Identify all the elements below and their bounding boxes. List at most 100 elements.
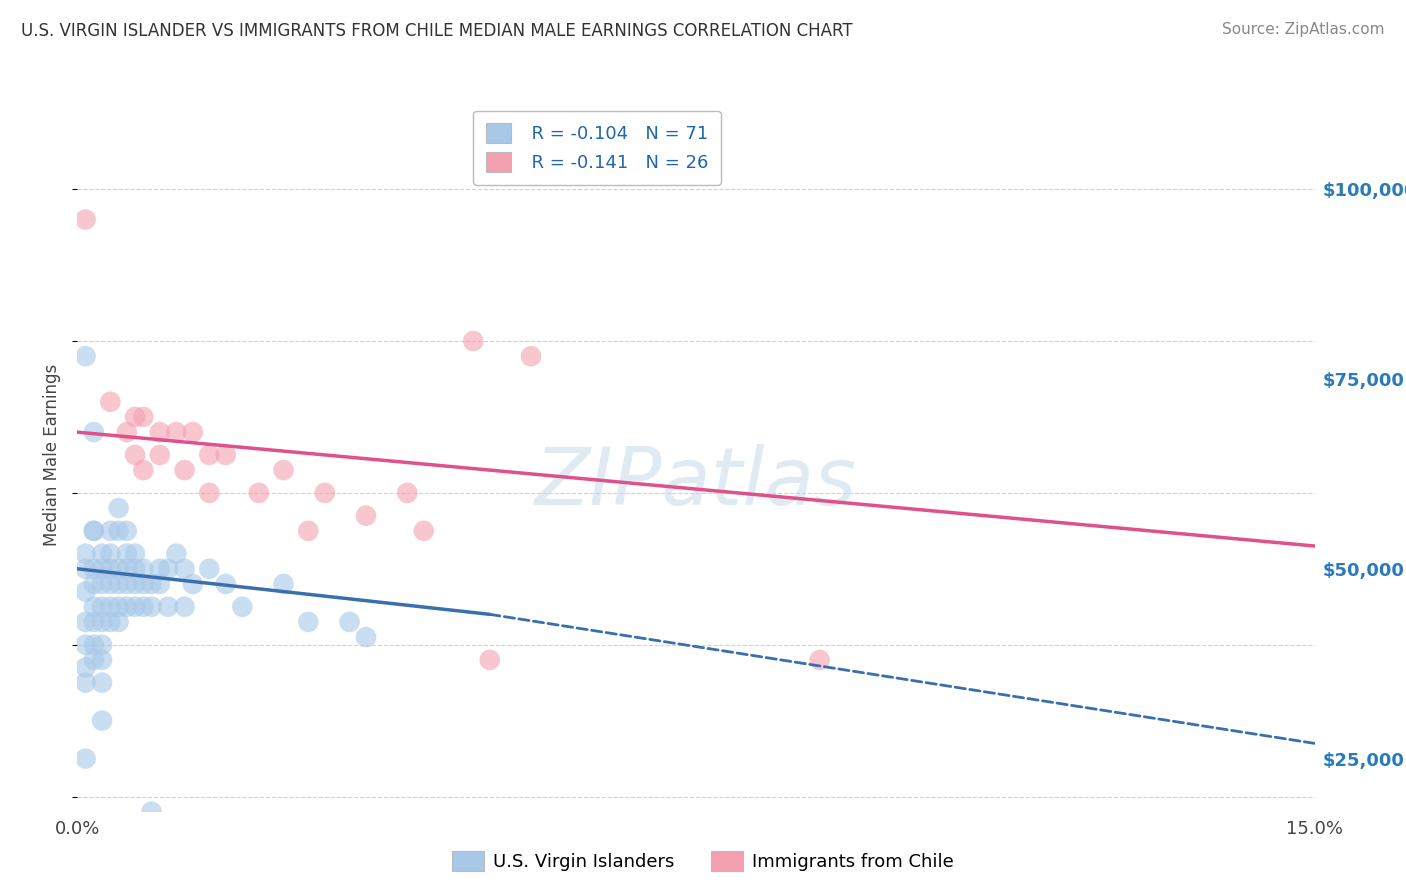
Point <box>115 524 138 538</box>
Point <box>478 653 501 667</box>
Point <box>91 714 114 728</box>
Point <box>231 599 253 614</box>
Point <box>247 486 270 500</box>
Point <box>115 577 138 591</box>
Point <box>354 508 377 523</box>
Point <box>83 615 105 629</box>
Point <box>91 675 114 690</box>
Point <box>115 425 138 439</box>
Point <box>181 577 204 591</box>
Point <box>83 638 105 652</box>
Point <box>149 577 172 591</box>
Point <box>75 562 97 576</box>
Point <box>132 599 155 614</box>
Point <box>75 349 97 363</box>
Point <box>132 577 155 591</box>
Point <box>91 599 114 614</box>
Point <box>115 547 138 561</box>
Point <box>198 562 221 576</box>
Point <box>83 524 105 538</box>
Point <box>520 349 543 363</box>
Point <box>314 486 336 500</box>
Point <box>165 547 187 561</box>
Point <box>91 577 114 591</box>
Text: U.S. VIRGIN ISLANDER VS IMMIGRANTS FROM CHILE MEDIAN MALE EARNINGS CORRELATION C: U.S. VIRGIN ISLANDER VS IMMIGRANTS FROM … <box>21 22 852 40</box>
Point <box>98 394 121 409</box>
Point <box>91 638 114 652</box>
Point <box>75 638 97 652</box>
Point <box>75 675 97 690</box>
Point <box>98 524 121 538</box>
Point <box>83 562 105 576</box>
Point <box>83 599 105 614</box>
Point <box>141 599 163 614</box>
Point <box>181 425 204 439</box>
Point <box>91 653 114 667</box>
Point <box>98 599 121 614</box>
Point <box>132 463 155 477</box>
Point <box>396 828 419 842</box>
Point <box>83 425 105 439</box>
Point <box>83 577 105 591</box>
Point <box>107 577 129 591</box>
Point <box>124 547 146 561</box>
Point <box>173 562 195 576</box>
Point <box>124 409 146 424</box>
Point <box>141 805 163 819</box>
Y-axis label: Median Male Earnings: Median Male Earnings <box>44 364 62 546</box>
Point <box>215 577 238 591</box>
Legend: U.S. Virgin Islanders, Immigrants from Chile: U.S. Virgin Islanders, Immigrants from C… <box>444 844 962 879</box>
Text: ZIPatlas: ZIPatlas <box>534 444 858 523</box>
Point <box>107 615 129 629</box>
Point <box>75 660 97 674</box>
Point <box>91 562 114 576</box>
Point <box>463 334 485 348</box>
Point <box>215 448 238 462</box>
Point <box>107 562 129 576</box>
Point <box>107 524 129 538</box>
Point <box>124 599 146 614</box>
Point <box>98 615 121 629</box>
Point <box>91 615 114 629</box>
Point <box>173 463 195 477</box>
Point <box>273 463 295 477</box>
Point <box>83 524 105 538</box>
Point <box>297 615 319 629</box>
Point <box>83 653 105 667</box>
Point <box>273 577 295 591</box>
Point <box>107 599 129 614</box>
Point <box>173 599 195 614</box>
Point <box>98 562 121 576</box>
Point <box>412 524 434 538</box>
Point <box>149 425 172 439</box>
Point <box>98 577 121 591</box>
Point <box>75 212 97 227</box>
Point <box>215 828 238 842</box>
Point <box>198 486 221 500</box>
Point <box>75 584 97 599</box>
Point <box>115 562 138 576</box>
Point <box>354 630 377 644</box>
Point <box>98 547 121 561</box>
Legend:   R = -0.104   N = 71,   R = -0.141   N = 26: R = -0.104 N = 71, R = -0.141 N = 26 <box>472 111 721 185</box>
Point <box>149 448 172 462</box>
Point <box>396 486 419 500</box>
Point <box>107 501 129 516</box>
Point <box>124 562 146 576</box>
Point <box>157 562 180 576</box>
Point <box>132 562 155 576</box>
Point <box>165 425 187 439</box>
Point <box>124 577 146 591</box>
Point <box>149 562 172 576</box>
Point <box>339 615 361 629</box>
Point <box>91 547 114 561</box>
Point <box>75 615 97 629</box>
Text: Source: ZipAtlas.com: Source: ZipAtlas.com <box>1222 22 1385 37</box>
Point <box>141 577 163 591</box>
Point <box>115 599 138 614</box>
Point <box>124 448 146 462</box>
Point <box>808 653 831 667</box>
Point <box>132 409 155 424</box>
Point <box>75 751 97 765</box>
Point <box>75 547 97 561</box>
